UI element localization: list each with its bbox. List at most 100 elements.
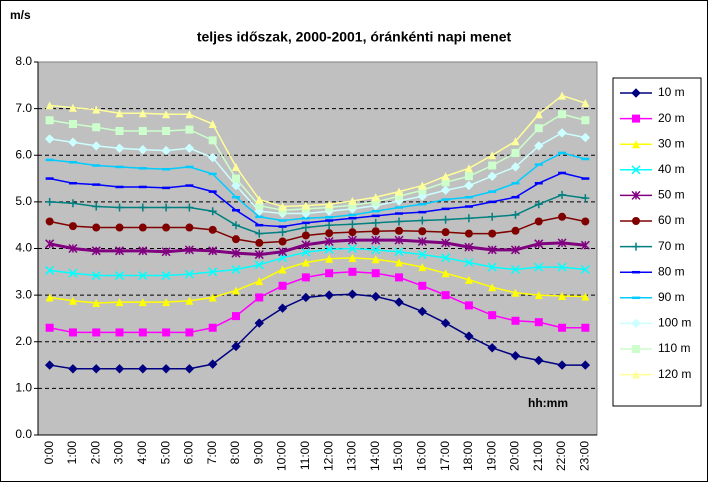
marker xyxy=(255,293,264,302)
legend-label: 30 m xyxy=(658,136,685,150)
marker xyxy=(510,351,521,361)
marker xyxy=(464,164,473,173)
x-tick-label: 9:00 xyxy=(251,441,265,465)
marker xyxy=(418,186,427,195)
marker xyxy=(325,200,334,209)
marker xyxy=(581,116,590,125)
marker xyxy=(371,218,380,227)
x-tick-label: 7:00 xyxy=(205,441,219,465)
marker xyxy=(557,262,567,272)
marker xyxy=(92,202,101,211)
marker xyxy=(580,264,590,275)
marker xyxy=(324,290,334,300)
legend-label: 50 m xyxy=(658,188,685,202)
marker xyxy=(301,223,310,232)
marker xyxy=(45,116,54,125)
marker xyxy=(91,246,101,256)
marker xyxy=(231,180,241,191)
marker xyxy=(325,229,334,238)
x-tick-label: 12:00 xyxy=(321,441,335,471)
marker xyxy=(395,217,404,226)
series-line xyxy=(49,94,586,208)
marker xyxy=(208,267,218,277)
marker xyxy=(45,197,54,206)
marker xyxy=(208,293,217,302)
marker xyxy=(464,275,473,284)
legend-marker xyxy=(632,370,640,379)
marker xyxy=(138,271,148,281)
marker xyxy=(68,199,77,208)
marker xyxy=(278,281,287,290)
marker xyxy=(278,237,287,246)
marker xyxy=(68,222,77,231)
legend-label: 110 m xyxy=(658,341,690,355)
x-tick-label: 23:00 xyxy=(578,441,592,471)
marker xyxy=(185,110,194,119)
marker xyxy=(115,223,124,232)
marker xyxy=(114,364,125,374)
marker xyxy=(325,269,334,278)
x-tick-label: 17:00 xyxy=(438,441,452,471)
marker xyxy=(325,254,334,263)
marker xyxy=(348,228,357,237)
marker xyxy=(115,328,124,337)
marker xyxy=(488,151,497,160)
marker xyxy=(418,227,427,236)
marker xyxy=(207,359,218,369)
marker xyxy=(185,296,194,305)
x-tick-label: 3:00 xyxy=(112,441,126,465)
x-tick-label: 1:00 xyxy=(65,441,79,465)
marker xyxy=(464,257,474,268)
marker xyxy=(581,292,590,301)
marker xyxy=(511,288,520,297)
y-tick-label: 0.0 xyxy=(15,427,32,441)
legend-label: 100 m xyxy=(658,316,691,330)
marker xyxy=(348,196,357,205)
marker xyxy=(92,299,101,308)
marker xyxy=(207,152,218,163)
marker xyxy=(557,128,567,138)
marker xyxy=(208,246,218,256)
marker xyxy=(162,298,171,307)
marker xyxy=(114,246,125,256)
marker xyxy=(254,260,264,270)
marker xyxy=(371,269,380,278)
legend-marker xyxy=(631,190,641,200)
marker xyxy=(534,262,544,272)
marker xyxy=(558,110,567,119)
x-tick-label: 15:00 xyxy=(391,441,405,471)
marker xyxy=(417,306,428,317)
marker xyxy=(394,235,404,245)
marker xyxy=(68,328,77,337)
marker xyxy=(45,293,54,302)
marker xyxy=(278,202,287,211)
marker xyxy=(254,318,264,328)
marker xyxy=(161,145,171,156)
marker xyxy=(464,331,474,341)
x-tick-label: 16:00 xyxy=(414,441,428,471)
marker xyxy=(231,162,240,171)
marker xyxy=(395,192,404,201)
series-line xyxy=(49,257,586,304)
marker xyxy=(417,250,427,260)
marker xyxy=(348,267,357,276)
marker xyxy=(208,120,217,129)
marker xyxy=(278,247,288,257)
marker xyxy=(580,132,591,143)
marker xyxy=(68,364,78,374)
marker xyxy=(324,236,334,247)
marker xyxy=(138,203,147,212)
marker xyxy=(488,283,497,292)
marker xyxy=(138,246,148,256)
marker xyxy=(511,226,520,235)
marker xyxy=(162,127,171,136)
marker xyxy=(324,244,334,254)
marker xyxy=(441,269,450,278)
legend-label: 20 m xyxy=(658,111,685,125)
marker xyxy=(231,286,240,295)
marker xyxy=(231,221,240,230)
marker xyxy=(580,240,590,250)
marker xyxy=(440,318,451,328)
marker xyxy=(255,238,264,247)
marker xyxy=(115,127,124,136)
